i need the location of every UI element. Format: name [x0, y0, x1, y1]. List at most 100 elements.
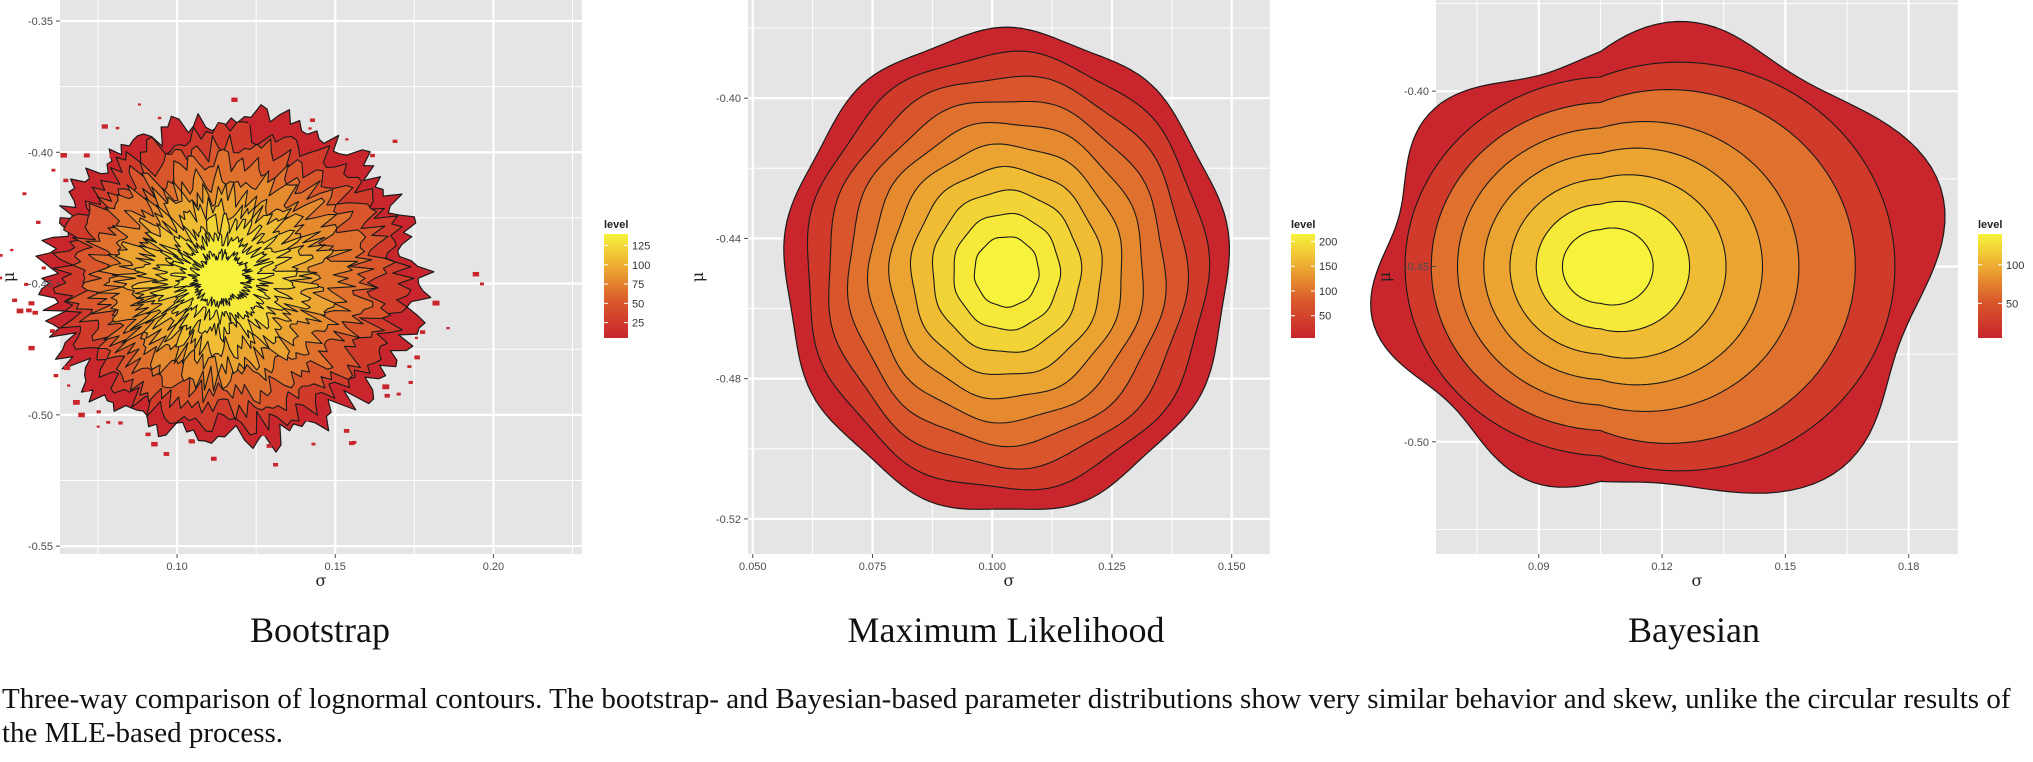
- speckle-bootstrap-3: [10, 248, 14, 252]
- speckle-bootstrap-36: [151, 441, 158, 447]
- speckle-bootstrap-54: [26, 308, 32, 313]
- legend-title-maximum-likelihood: level: [1291, 219, 1315, 231]
- speckle-bootstrap-23: [231, 97, 238, 102]
- legend-labels-maximum-likelihood: 200 150 100 50: [1291, 236, 1337, 323]
- speckle-bootstrap-65: [106, 420, 111, 424]
- speckle-bootstrap-52: [145, 432, 151, 437]
- legend-colorbar-bayesian: [1978, 234, 2002, 338]
- y-tick-label-bootstrap-4: -0.55: [28, 541, 53, 553]
- speckle-bootstrap-64: [22, 192, 27, 196]
- speckle-bootstrap-55: [261, 432, 266, 436]
- speckle-bootstrap-20: [159, 423, 167, 429]
- x-tick-label-maximum-likelihood-0: 0.050: [739, 561, 767, 573]
- legend-maximum-likelihood: level 200 150 100 50: [1291, 219, 1337, 338]
- x-tick-label-bootstrap-2: 0.20: [483, 561, 504, 573]
- speckle-bootstrap-10: [407, 365, 412, 369]
- legend-colorbar-bootstrap: [604, 234, 628, 338]
- speckle-bootstrap-1: [419, 330, 426, 334]
- x-tick-label-bootstrap-0: 0.10: [166, 561, 187, 573]
- speckle-bootstrap-47: [84, 387, 90, 392]
- speckle-bootstrap-43: [345, 138, 349, 141]
- y-tick-label-maximum-likelihood-3: -0.52: [716, 514, 741, 526]
- panel-title-bootstrap: Bootstrap: [250, 610, 390, 650]
- speckle-bootstrap-26: [157, 116, 162, 120]
- y-axis-title-bootstrap: μ: [0, 272, 18, 282]
- x-tick-label-maximum-likelihood-1: 0.075: [859, 561, 887, 573]
- speckle-bootstrap-9: [343, 428, 350, 433]
- x-tick-label-maximum-likelihood-4: 0.150: [1218, 561, 1246, 573]
- legend-label-bayesian-0: 100: [2006, 260, 2024, 272]
- speckle-bootstrap-48: [101, 124, 108, 129]
- y-tick-label-bootstrap-1: -0.40: [28, 147, 53, 159]
- speckle-bootstrap-57: [370, 153, 375, 158]
- legend-label-bootstrap-2: 75: [632, 279, 644, 291]
- speckle-bootstrap-67: [273, 462, 279, 467]
- legend-labels-bayesian: 100 50: [1978, 260, 2024, 310]
- speckle-bootstrap-31: [311, 442, 316, 446]
- yticks-bayesian: -0.40 -0.45 -0.50: [1404, 86, 1436, 449]
- speckle-bootstrap-60: [392, 139, 398, 143]
- speckle-bootstrap-33: [0, 254, 3, 257]
- yticks-bootstrap: -0.35 -0.40 -0.45 -0.50 -0.55: [28, 16, 60, 553]
- speckle-bootstrap-15: [28, 301, 35, 306]
- yticks-maximum-likelihood: -0.40 -0.44 -0.48 -0.52: [716, 93, 748, 526]
- speckle-bootstrap-13: [210, 456, 217, 461]
- density-bootstrap: [0, 97, 484, 467]
- speckle-bootstrap-19: [432, 300, 440, 306]
- speckle-bootstrap-5: [408, 380, 413, 384]
- xticks-maximum-likelihood: 0.050 0.075 0.100 0.125 0.150: [739, 554, 1245, 573]
- speckle-bootstrap-61: [446, 326, 450, 330]
- speckle-bootstrap-42: [248, 122, 252, 125]
- speckle-bootstrap-38: [163, 452, 170, 456]
- speckle-bootstrap-41: [266, 444, 272, 448]
- speckle-bootstrap-46: [137, 103, 141, 106]
- speckle-bootstrap-21: [115, 126, 120, 130]
- y-tick-label-bootstrap-2: -0.45: [28, 279, 53, 291]
- legend-title-bayesian: level: [1978, 219, 2002, 231]
- speckle-bootstrap-18: [41, 266, 46, 270]
- speckle-bootstrap-8: [49, 329, 56, 333]
- y-tick-label-maximum-likelihood-0: -0.40: [716, 93, 741, 105]
- legend-bootstrap: level 125 100 75 50 25: [604, 219, 650, 338]
- legend-label-bootstrap-3: 50: [632, 298, 644, 310]
- x-axis-title-maximum-likelihood: σ: [1004, 571, 1015, 590]
- chart-bayesian: 0.09 0.12 0.15 0.18 -0.40 -0.45 -0.50 σ μ lev…: [1370, 0, 2024, 650]
- speckle-bootstrap-40: [472, 271, 480, 277]
- x-axis-title-bayesian: σ: [1692, 571, 1703, 590]
- speckle-bootstrap-45: [188, 439, 195, 444]
- speckle-bootstrap-4: [35, 220, 41, 224]
- density-bayesian: [1370, 20, 1946, 494]
- speckle-bootstrap-50: [60, 153, 67, 158]
- speckle-bootstrap-24: [414, 336, 418, 340]
- speckle-bootstrap-39: [51, 168, 56, 172]
- speckle-bootstrap-62: [109, 153, 116, 159]
- contour-band-maximum-likelihood-9: [973, 236, 1040, 308]
- speckle-bootstrap-51: [263, 123, 270, 129]
- legend-labels-bootstrap: 125 100 75 50 25: [604, 241, 650, 330]
- speckle-bootstrap-56: [118, 421, 123, 425]
- x-tick-label-bayesian-3: 0.18: [1898, 561, 1919, 573]
- speckle-bootstrap-28: [53, 373, 59, 378]
- speckle-bootstrap-11: [42, 254, 46, 258]
- x-tick-label-bayesian-2: 0.15: [1775, 561, 1796, 573]
- legend-label-maximum-likelihood-1: 150: [1319, 261, 1337, 273]
- speckle-bootstrap-16: [308, 127, 312, 130]
- y-tick-label-bayesian-0: -0.40: [1404, 86, 1429, 98]
- figure-caption: Three-way comparison of lognormal contou…: [2, 683, 2011, 749]
- speckle-bootstrap-22: [32, 310, 39, 315]
- speckle-bootstrap-6: [479, 282, 484, 286]
- legend-colorbar-maximum-likelihood: [1291, 234, 1315, 338]
- legend-label-maximum-likelihood-2: 100: [1319, 286, 1337, 298]
- x-tick-label-bayesian-0: 0.09: [1528, 561, 1549, 573]
- y-axis-title-maximum-likelihood: μ: [688, 272, 707, 282]
- speckle-bootstrap-53: [396, 392, 401, 396]
- y-tick-label-bayesian-1: -0.45: [1404, 261, 1429, 273]
- x-tick-label-bayesian-1: 0.12: [1651, 561, 1672, 573]
- y-tick-label-bootstrap-3: -0.50: [28, 410, 53, 422]
- y-tick-label-maximum-likelihood-1: -0.44: [716, 233, 741, 245]
- contour-band-bayesian-7: [1561, 227, 1654, 306]
- speckle-bootstrap-29: [24, 282, 29, 286]
- speckle-bootstrap-27: [96, 425, 100, 428]
- x-tick-label-maximum-likelihood-2: 0.100: [978, 561, 1006, 573]
- legend-label-maximum-likelihood-0: 200: [1319, 236, 1337, 248]
